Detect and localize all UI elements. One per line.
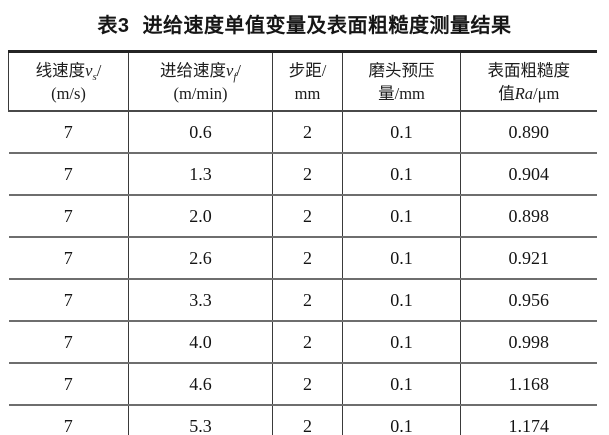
- cell-step: 2: [272, 111, 343, 154]
- cell-step: 2: [272, 363, 343, 406]
- cell-roughness: 0.904: [460, 153, 597, 196]
- variable-subscript: s: [92, 70, 97, 83]
- header-unit: (m/min): [173, 83, 228, 103]
- cell-feed-speed: 4.0: [128, 321, 273, 364]
- header-unit: 量/mm: [378, 83, 425, 103]
- variable-symbol: v: [85, 60, 93, 80]
- cell-roughness: 1.168: [460, 363, 597, 406]
- header-unit: /μm: [533, 83, 560, 103]
- table-row: 7 1.3 2 0.1 0.904: [8, 153, 597, 196]
- table-row: 7 0.6 2 0.1 0.890: [8, 111, 597, 154]
- cell-line-speed: 7: [8, 153, 129, 196]
- header-text: 步距/: [288, 60, 327, 80]
- header-text: 表面粗糙度: [487, 60, 571, 80]
- cell-roughness: 0.921: [460, 237, 597, 280]
- table-row: 7 3.3 2 0.1 0.956: [8, 279, 597, 322]
- header-unit: mm: [294, 83, 321, 103]
- cell-roughness: 1.174: [460, 405, 597, 435]
- header-feed-speed: 进给速度vf/ (m/min): [128, 51, 273, 112]
- cell-preload: 0.1: [342, 279, 461, 322]
- cell-roughness: 0.956: [460, 279, 597, 322]
- cell-line-speed: 7: [8, 321, 129, 364]
- table-row: 7 2.0 2 0.1 0.898: [8, 195, 597, 238]
- cell-line-speed: 7: [8, 195, 129, 238]
- cell-line-speed: 7: [8, 279, 129, 322]
- cell-preload: 0.1: [342, 195, 461, 238]
- cell-feed-speed: 4.6: [128, 363, 273, 406]
- header-unit: (m/s): [51, 83, 86, 103]
- measurement-table: 线速度vs/ (m/s) 进给速度vf/ (m/min) 步距/ mm 磨头预压…: [8, 50, 597, 435]
- cell-feed-speed: 5.3: [128, 405, 273, 435]
- cell-feed-speed: 3.3: [128, 279, 273, 322]
- table-number: 表3: [97, 15, 130, 37]
- cell-step: 2: [272, 237, 343, 280]
- variable-symbol: Ra: [514, 83, 534, 103]
- header-roughness: 表面粗糙度 值Ra/μm: [460, 51, 597, 112]
- table-row: 7 4.0 2 0.1 0.998: [8, 321, 597, 364]
- cell-feed-speed: 0.6: [128, 111, 273, 154]
- cell-preload: 0.1: [342, 111, 461, 154]
- header-text: 值: [498, 83, 515, 103]
- cell-roughness: 0.898: [460, 195, 597, 238]
- header-text: 线速度: [35, 60, 86, 80]
- cell-feed-speed: 2.0: [128, 195, 273, 238]
- cell-line-speed: 7: [63, 415, 73, 435]
- cell-step: 2: [272, 405, 343, 435]
- table-row: 7 4.6 2 0.1 1.168: [8, 363, 597, 406]
- header-row: 线速度vs/ (m/s) 进给速度vf/ (m/min) 步距/ mm 磨头预压…: [8, 51, 597, 112]
- cell-line-speed: 7: [8, 363, 129, 406]
- cell-step: 2: [272, 195, 343, 238]
- header-step-distance: 步距/ mm: [272, 51, 343, 112]
- header-text: 磨头预压: [368, 60, 435, 80]
- cell-step: 2: [272, 321, 343, 364]
- header-text: 进给速度: [160, 60, 226, 80]
- cell-line-speed: 7: [8, 111, 129, 154]
- cell-line-speed: 7: [8, 237, 129, 280]
- cell-feed-speed: 2.6: [128, 237, 273, 280]
- table-row: 7 2.6 2 0.1 0.921: [8, 237, 597, 280]
- cell-preload: 0.1: [342, 321, 461, 364]
- cell-preload: 0.1: [342, 237, 461, 280]
- cell-roughness: 0.890: [460, 111, 597, 154]
- cell-roughness: 0.998: [460, 321, 597, 364]
- cell-feed-speed: 1.3: [128, 153, 273, 196]
- table-caption: 表3 进给速度单值变量及表面粗糙度测量结果: [0, 9, 609, 38]
- table-row: 7 5.3 2 0.1 1.174: [9, 405, 597, 435]
- cell-preload: 0.1: [342, 405, 461, 435]
- header-preload: 磨头预压 量/mm: [342, 51, 461, 112]
- cell-preload: 0.1: [342, 153, 461, 196]
- cell-step: 2: [272, 279, 343, 322]
- cell-preload: 0.1: [342, 363, 461, 406]
- variable-symbol: v: [226, 60, 234, 80]
- cell-step: 2: [272, 153, 343, 196]
- table-title-text: 进给速度单值变量及表面粗糙度测量结果: [142, 15, 512, 37]
- variable-subscript: f: [233, 70, 237, 83]
- unit-slash: /: [96, 60, 102, 80]
- header-line-speed: 线速度vs/ (m/s): [8, 51, 129, 112]
- unit-slash: /: [236, 60, 241, 80]
